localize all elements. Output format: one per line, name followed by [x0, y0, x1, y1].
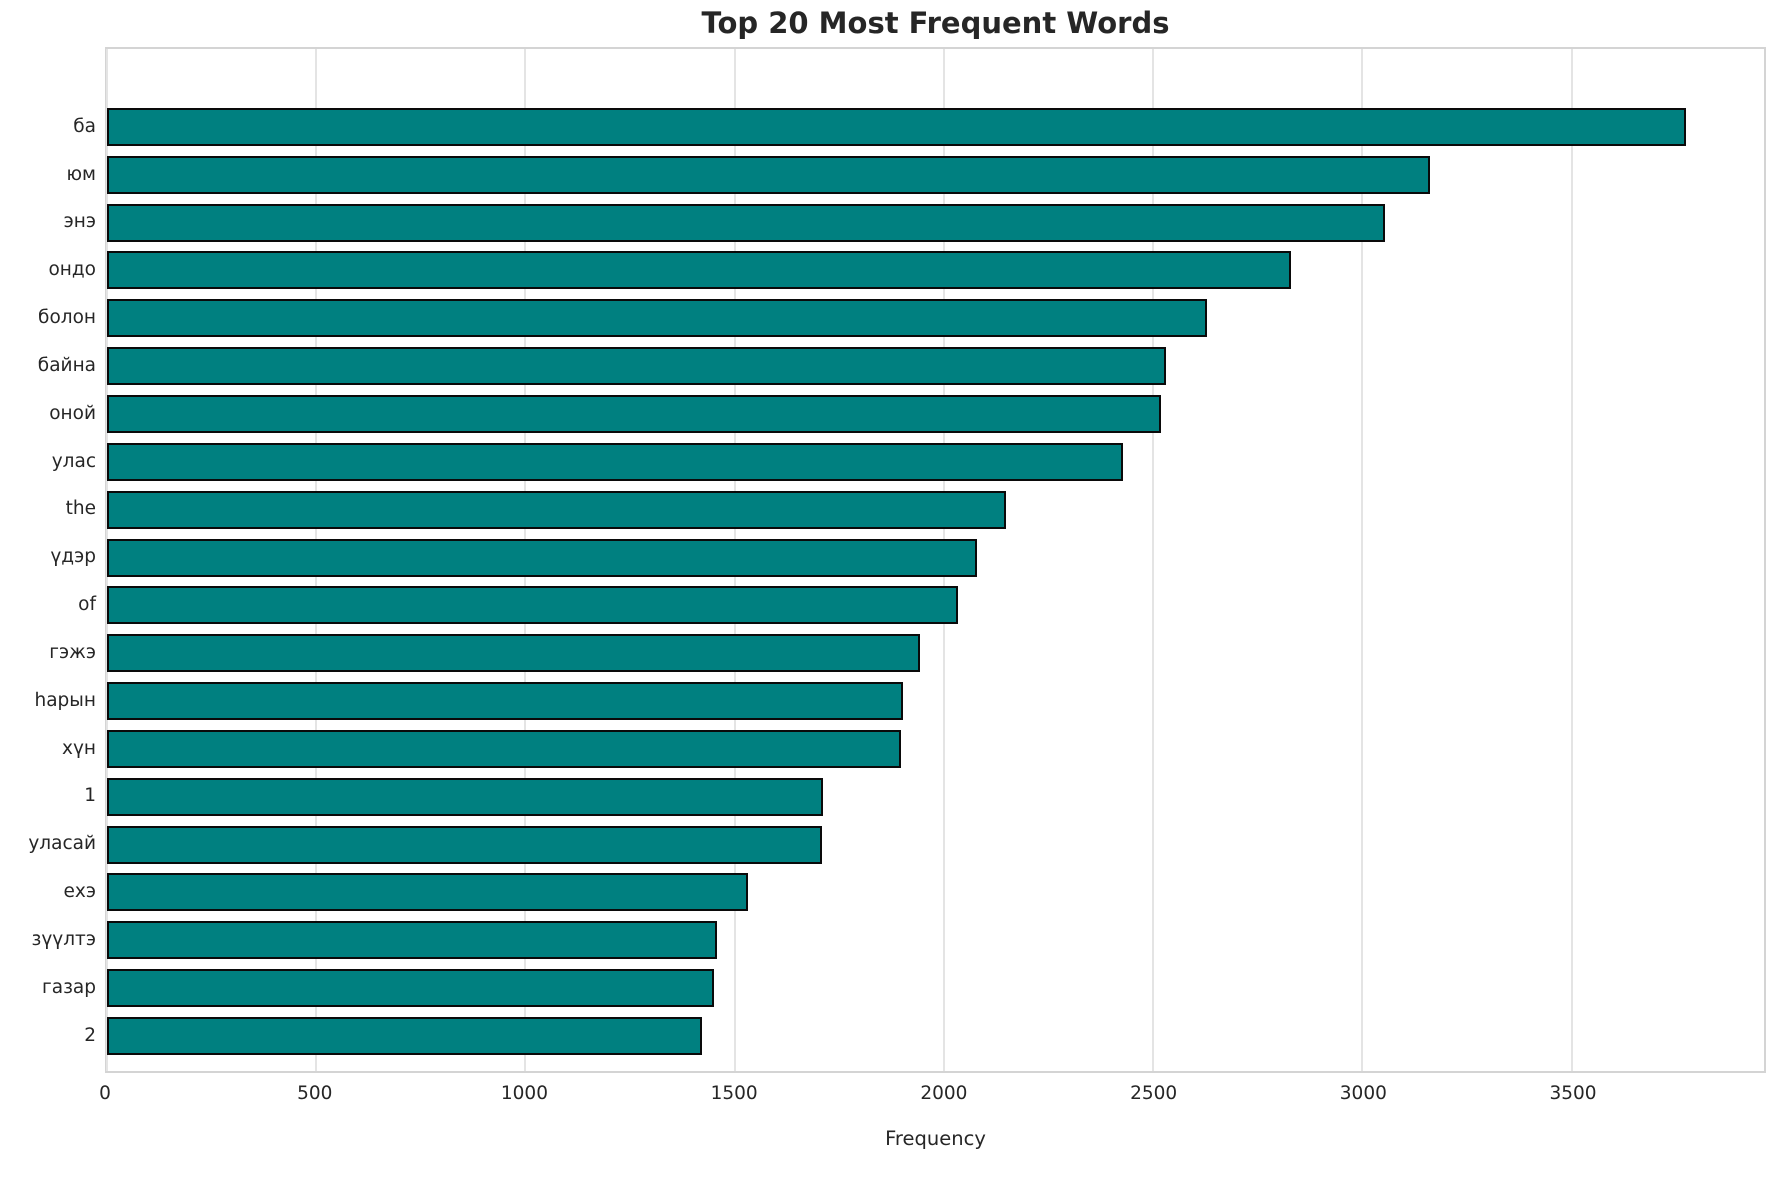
y-tick-label: 2 [84, 1024, 96, 1046]
bar-row: уласай [28, 821, 1764, 869]
gridline [1570, 49, 1573, 1071]
bar [107, 155, 1430, 194]
y-tick-label: улас [51, 450, 96, 472]
bar-row: энэ [64, 199, 1764, 247]
bar-row: ондо [48, 247, 1764, 295]
bar [107, 969, 714, 1008]
bar [107, 634, 921, 673]
bar [107, 347, 1167, 386]
x-tick-label: 1500 [710, 1083, 758, 1104]
gridline [1361, 49, 1364, 1071]
y-tick-label: ба [73, 115, 96, 137]
y-tick-label: һарын [34, 689, 96, 711]
y-tick-label: of [78, 594, 96, 616]
bar-row: гэжэ [49, 629, 1764, 677]
plot-area: ба юм энэ ондо болон байна оной улас the үдэр of гэ… [28, 47, 1766, 1073]
bar [107, 825, 823, 864]
bar [107, 299, 1207, 338]
bar [107, 777, 824, 816]
bar [107, 921, 717, 960]
bar [107, 1016, 702, 1055]
bar-row: of [78, 581, 1764, 629]
bar-row: хүн [62, 725, 1764, 773]
bar-row: үдэр [50, 534, 1764, 582]
y-tick-label: оной [49, 402, 96, 424]
bar [107, 873, 748, 912]
x-tick-label: 2000 [920, 1083, 968, 1104]
bar [107, 538, 977, 577]
bar [107, 586, 958, 625]
bar [107, 729, 902, 768]
y-tick-label: ондо [48, 259, 96, 281]
y-tick-label: хүн [62, 737, 96, 759]
bar-row: the [66, 486, 1764, 534]
x-tick-label: 3000 [1339, 1083, 1387, 1104]
bar [107, 203, 1386, 242]
y-tick-label: 1 [84, 785, 96, 807]
bar-row: болон [38, 294, 1764, 342]
bar-row: оной [49, 390, 1764, 438]
y-tick-label: зүүлтэ [31, 929, 97, 951]
bar-row: байна [38, 342, 1764, 390]
y-tick-label: уласай [28, 833, 96, 855]
bar [107, 442, 1124, 481]
bar [107, 107, 1686, 146]
bar-row: һарын [34, 677, 1764, 725]
bar [107, 490, 1006, 529]
gridline [1152, 49, 1155, 1071]
y-tick-label: болон [38, 307, 96, 329]
bar-row: зүүлтэ [32, 916, 1764, 964]
y-tick-label: газар [42, 976, 96, 998]
bar-row: юм [66, 151, 1764, 199]
x-tick-label: 1000 [500, 1083, 548, 1104]
bar [107, 394, 1162, 433]
y-tick-label: гэжэ [49, 641, 96, 663]
bar-row: 1 [84, 773, 1764, 821]
y-tick-label: the [65, 498, 96, 520]
y-tick-label: ехэ [63, 881, 96, 903]
y-tick-label: юм [66, 163, 96, 185]
x-tick-label: 500 [297, 1083, 333, 1104]
y-tick-label: энэ [63, 211, 96, 233]
bar-rows: ба юм энэ ондо болон байна оной улас the үдэр of гэ… [28, 49, 1764, 1071]
bar-row: газар [42, 964, 1764, 1012]
x-tick-label: 2500 [1130, 1083, 1178, 1104]
y-tick-label: үдэр [50, 546, 96, 568]
bar-row: ба [73, 103, 1764, 151]
bar [107, 251, 1291, 290]
bar-row: ехэ [64, 869, 1764, 917]
bar-row: улас [52, 438, 1764, 486]
x-axis-ticks: 0 500 1000 1500 2000 2500 3000 3500 [99, 1083, 1766, 1109]
chart-title: Top 20 Most Frequent Words [701, 6, 1170, 40]
x-tick-label: 3500 [1549, 1083, 1597, 1104]
bar-row: 2 [84, 1012, 1764, 1060]
y-tick-label: байна [37, 354, 96, 376]
x-tick-label: 0 [99, 1083, 111, 1104]
bar [107, 682, 904, 721]
x-axis-label: Frequency [885, 1127, 986, 1150]
